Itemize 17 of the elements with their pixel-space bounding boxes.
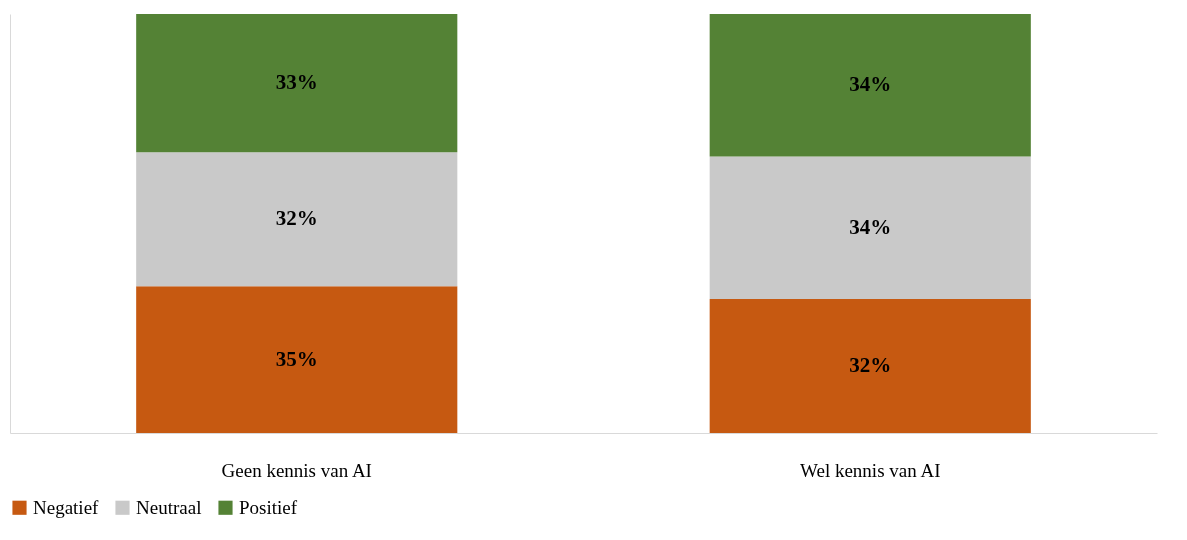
data-label: 34% bbox=[849, 72, 892, 97]
data-label: 32% bbox=[849, 352, 892, 377]
legend-label: Neutraal bbox=[136, 496, 202, 518]
bar bbox=[136, 14, 458, 153]
legend-label: Positief bbox=[239, 496, 298, 518]
data-label: 33% bbox=[275, 70, 318, 95]
bar bbox=[709, 14, 1031, 157]
legend-label: Negatief bbox=[33, 496, 100, 518]
data-label: 32% bbox=[275, 206, 318, 231]
bar bbox=[709, 156, 1031, 299]
data-label: 34% bbox=[849, 214, 892, 239]
bar bbox=[709, 298, 1031, 433]
bar bbox=[136, 152, 458, 287]
data-label: 35% bbox=[275, 346, 318, 371]
bar bbox=[136, 286, 458, 433]
x-tick-label: Geen kennis van AI bbox=[221, 459, 372, 481]
x-tick-label: Wel kennis van AI bbox=[800, 459, 941, 481]
